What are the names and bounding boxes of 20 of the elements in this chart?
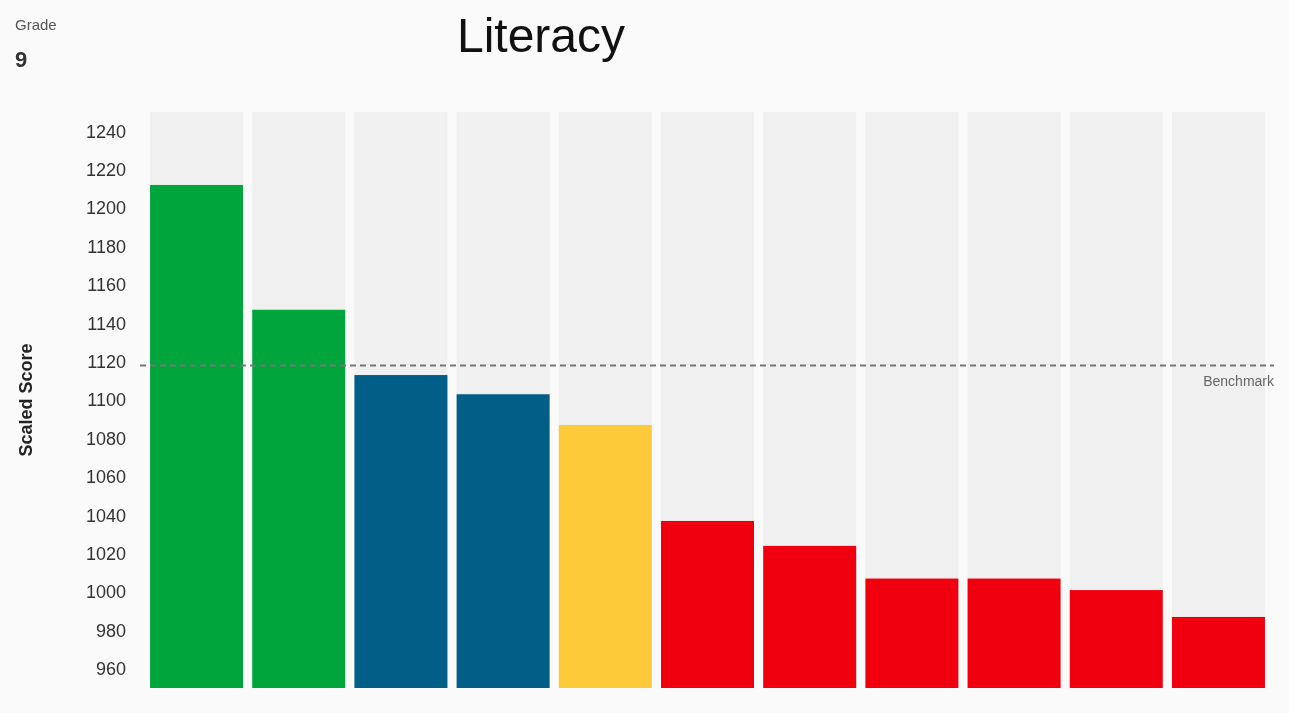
y-tick-label: 1040 [85,505,126,526]
y-tick-label: 1160 [87,275,126,296]
ref-line-label: Benchmark [1203,373,1275,390]
y-tick-label: 1020 [85,543,126,564]
y-tick-label: 1140 [87,313,126,334]
y-tick-label: 1080 [85,428,126,449]
y-tick-label: 1120 [87,351,126,372]
y-axis-title: Scaled Score [16,343,36,457]
chart-title: Literacy [456,9,626,62]
text: Grade [15,16,57,33]
y-tick-label: 1060 [85,467,126,488]
y-tick-label: 1180 [87,236,126,257]
y-tick-label: 1240 [85,121,126,142]
y-tick-label: 1100 [87,390,126,411]
text: 9 [15,47,28,72]
y-tick-label: 980 [95,620,126,641]
y-tick-label: 1220 [85,159,126,180]
y-tick-label: 1000 [85,582,126,603]
y-tick-label: 1200 [85,198,126,219]
y-tick-label: 960 [95,659,126,680]
